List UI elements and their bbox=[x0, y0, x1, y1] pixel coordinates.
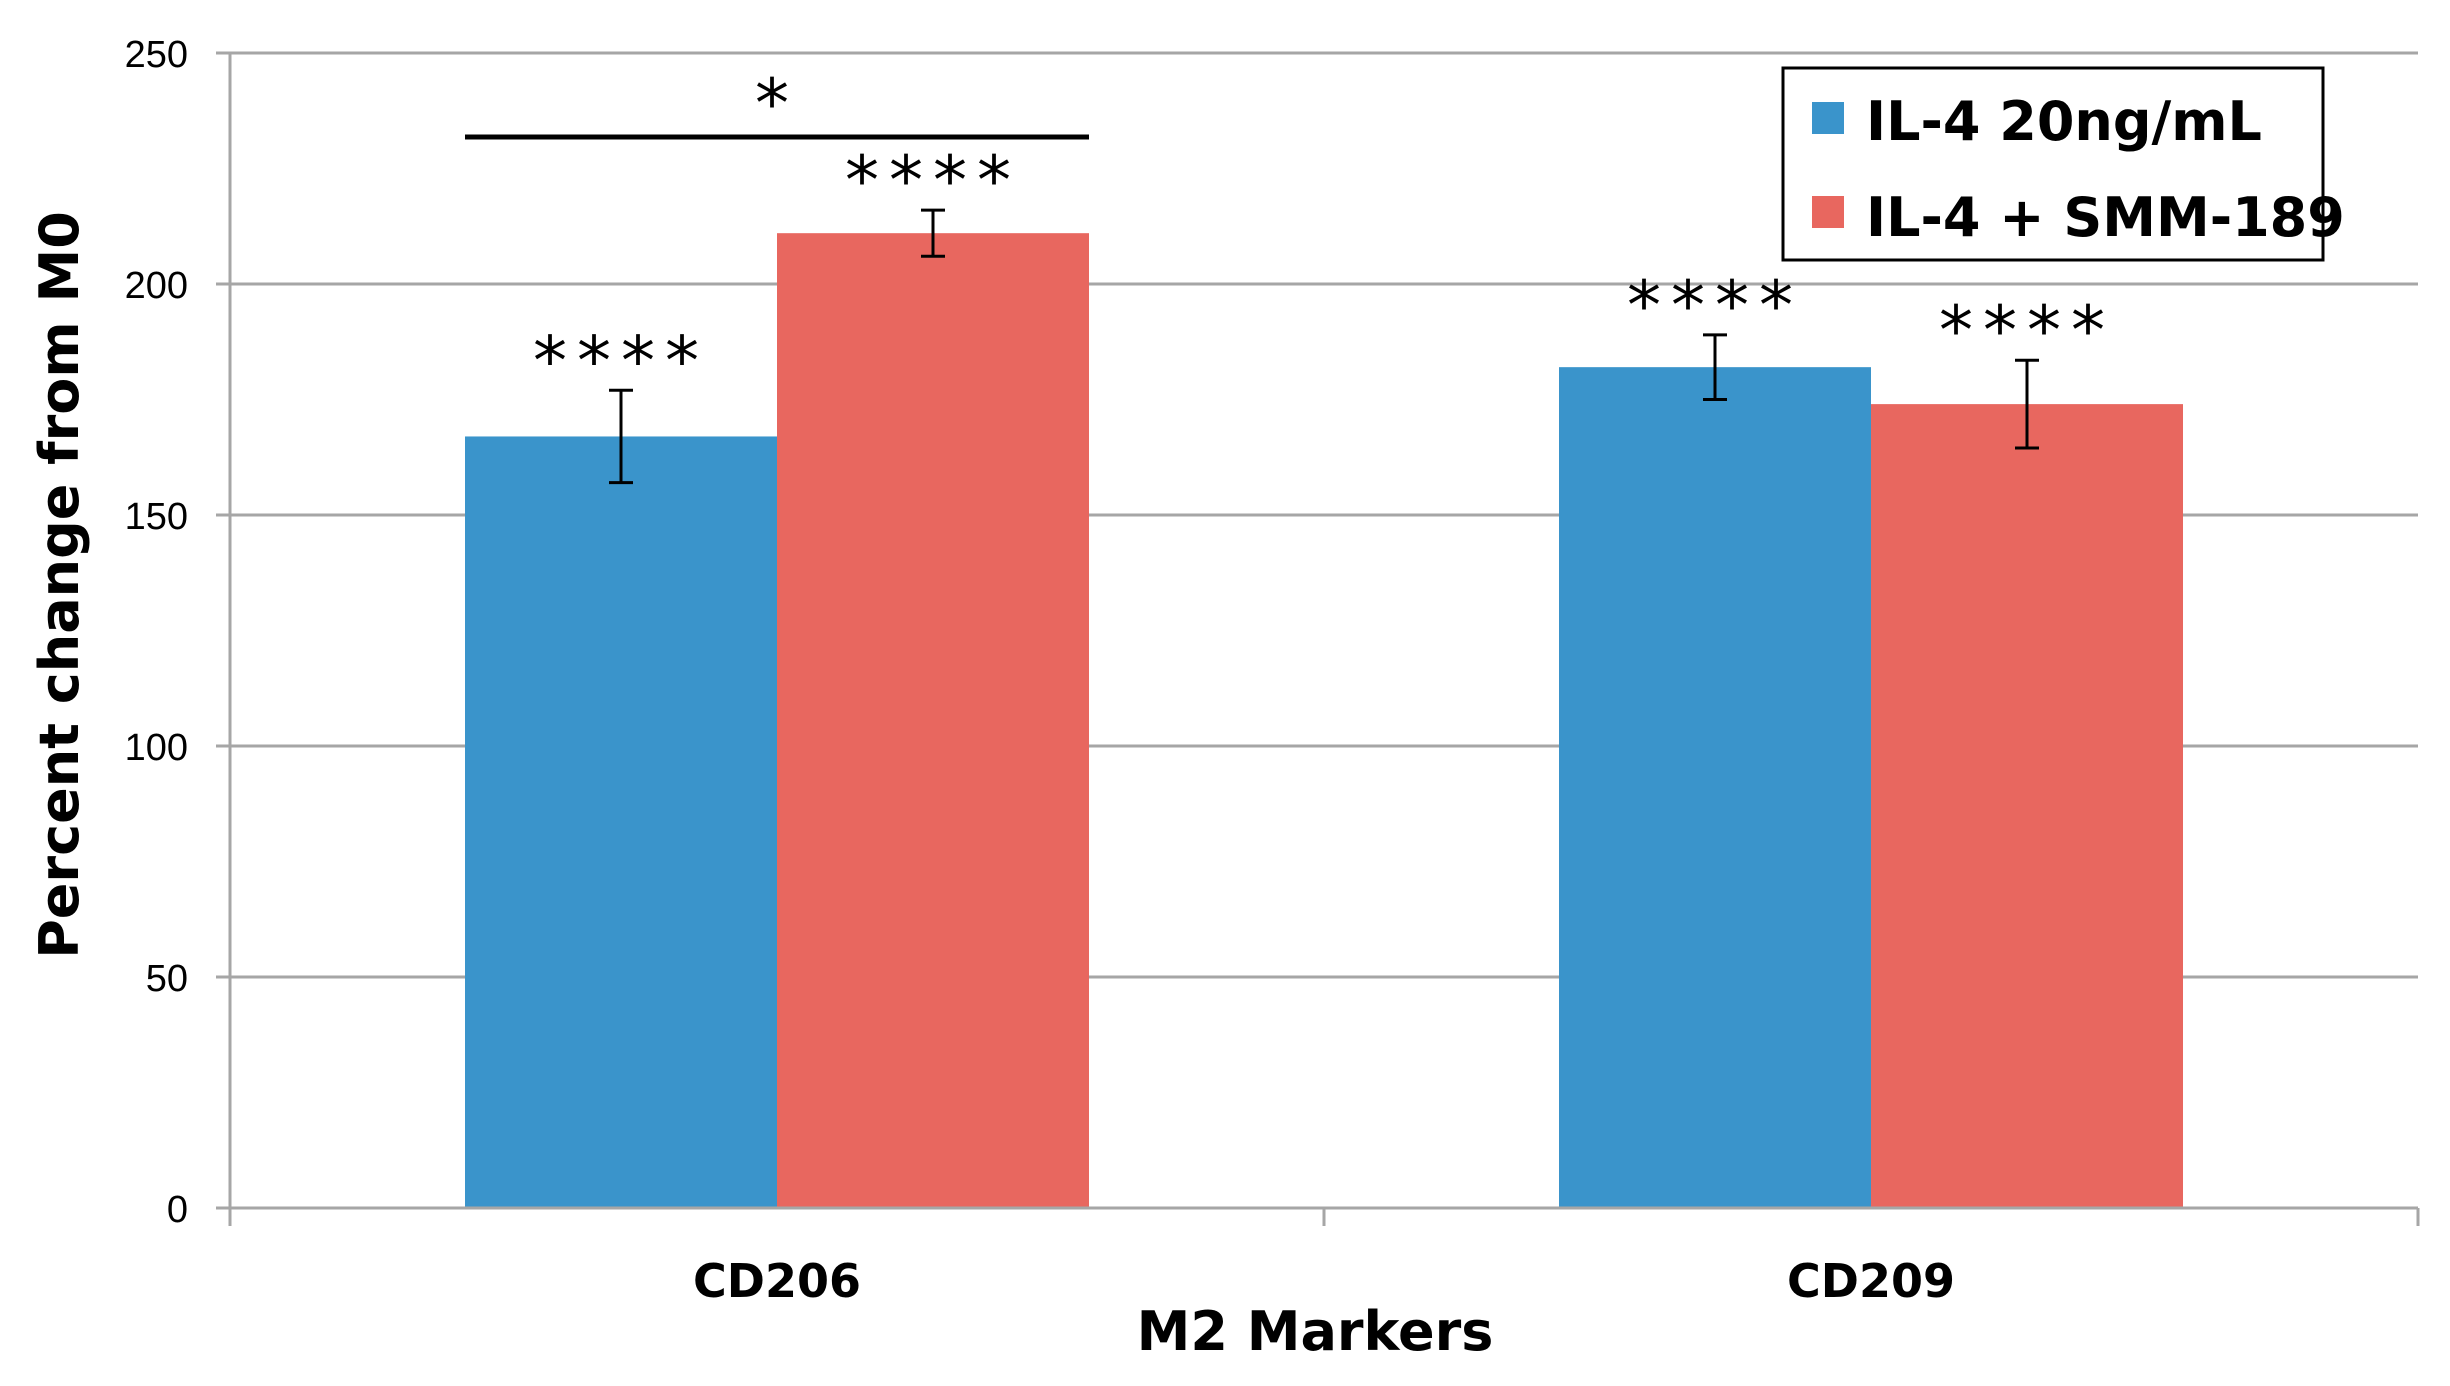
bars bbox=[465, 208, 2183, 1209]
significance-label: **** bbox=[533, 322, 709, 401]
bar-2-cd209 bbox=[1871, 404, 2183, 1208]
bar-1-cd206 bbox=[465, 436, 777, 1209]
error-bar bbox=[921, 208, 945, 258]
bar-2-cd206 bbox=[777, 233, 1089, 1208]
y-tick-label: 150 bbox=[125, 496, 188, 538]
axes bbox=[216, 51, 2420, 1226]
legend-label-series-1: IL-4 20ng/mL bbox=[1866, 90, 2262, 153]
y-axis-title: Percent change from M0 bbox=[28, 211, 91, 959]
x-axis-title: M2 Markers bbox=[1137, 1300, 1494, 1363]
significance-label: **** bbox=[845, 142, 1021, 221]
legend-box bbox=[1781, 66, 2325, 262]
legend-swatch-series-2 bbox=[1812, 196, 1844, 228]
legend: IL-4 20ng/mL IL-4 + SMM-189 bbox=[1781, 66, 2345, 262]
significance-label: **** bbox=[1939, 292, 2115, 371]
comparison-significance-label: * bbox=[755, 65, 799, 144]
y-tick-label: 0 bbox=[167, 1189, 188, 1231]
legend-swatch-series-1 bbox=[1812, 102, 1844, 134]
x-category-label: CD206 bbox=[693, 1254, 861, 1308]
legend-label-series-2: IL-4 + SMM-189 bbox=[1866, 186, 2345, 249]
error-bar bbox=[609, 388, 633, 485]
y-tick-label: 100 bbox=[125, 727, 188, 769]
y-tick-label: 250 bbox=[125, 34, 188, 76]
bar-1-cd209 bbox=[1559, 367, 1871, 1208]
error-bar bbox=[2015, 358, 2039, 450]
y-tick-label: 50 bbox=[146, 958, 188, 1000]
x-category-label: CD209 bbox=[1787, 1254, 1955, 1308]
significance-label: **** bbox=[1627, 267, 1803, 346]
y-tick-label: 200 bbox=[125, 265, 188, 307]
error-bar bbox=[1703, 333, 1727, 401]
